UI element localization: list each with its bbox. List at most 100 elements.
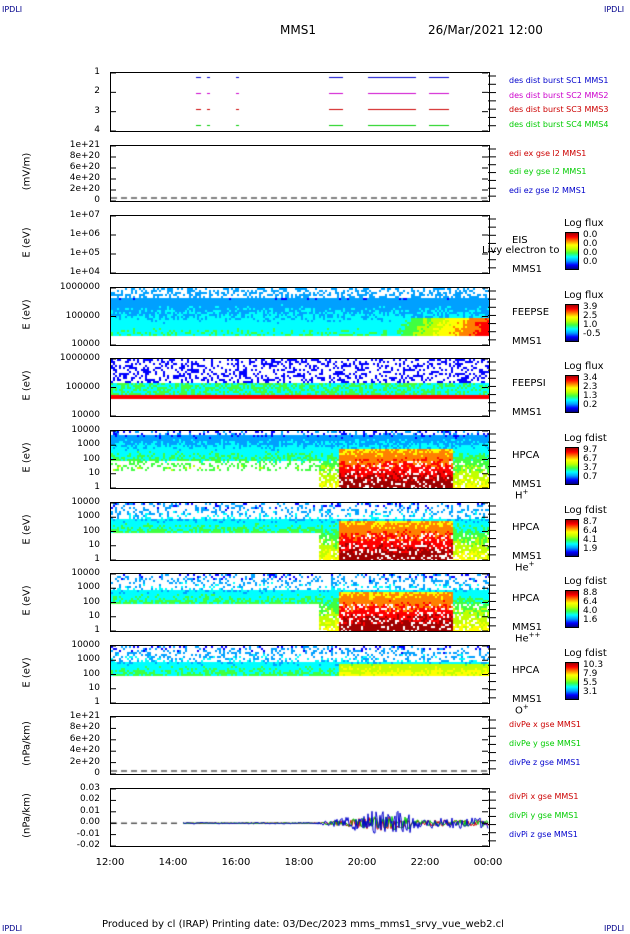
- y-tick-label: 10000: [71, 640, 100, 650]
- colorbar-tick: 3.9: [583, 302, 598, 312]
- spacecraft-label: MMS1: [512, 694, 542, 705]
- corner-label-top-right: IPDLI: [604, 5, 625, 14]
- overlay-text: Livy electron to: [482, 245, 560, 256]
- y-tick-label: -0.02: [76, 840, 100, 850]
- colorbar-tick: 6.4: [583, 597, 598, 607]
- species-label: H+: [515, 488, 528, 501]
- plot-area-hpca_o: [111, 646, 489, 703]
- y-axis-label: (nPa/km): [21, 720, 33, 766]
- colorbar-tick: 3.7: [583, 463, 598, 473]
- y-tick-label: 1: [94, 625, 100, 635]
- y-tick-label: 100: [82, 525, 100, 536]
- y-tick-label: 0.01: [79, 805, 100, 816]
- spacecraft-label: MMS1: [512, 407, 542, 418]
- y-axis-label: E (eV): [21, 584, 33, 616]
- colorbar: [565, 375, 579, 413]
- species-label: He+: [515, 560, 535, 573]
- y-tick-label: 2e+20: [69, 756, 100, 767]
- colorbar-tick: 1.3: [583, 391, 598, 401]
- y-tick-label: 1: [94, 67, 100, 77]
- panel-burst: [110, 72, 490, 132]
- colorbar-tick: 0.0: [583, 257, 598, 267]
- panel-divpi: [110, 788, 490, 847]
- y-tick-label: 2e+20: [69, 184, 100, 194]
- y-tick-label: 1000000: [59, 282, 100, 292]
- y-tick-label: 100: [82, 453, 100, 464]
- plot-area-hpca_h: [111, 431, 489, 488]
- y-tick-label: 10000: [71, 410, 100, 420]
- colorbar-title: Log fdist: [564, 505, 607, 516]
- spacecraft-label: MMS1: [512, 551, 542, 562]
- species-name: H: [515, 490, 523, 502]
- species-charge: +: [522, 488, 529, 496]
- y-tick-label: 2: [94, 86, 100, 97]
- y-tick-label: 4: [94, 125, 100, 135]
- y-tick-label: 0: [94, 195, 100, 205]
- panel-hpca_he2: [110, 573, 490, 632]
- species-charge: ++: [528, 631, 541, 639]
- colorbar-tick: 4.1: [583, 535, 598, 545]
- colorbar: [565, 447, 579, 485]
- colorbar-tick: 5.5: [583, 678, 598, 688]
- x-tick-label: 00:00: [473, 857, 503, 868]
- y-tick-label: 10: [88, 539, 100, 550]
- species-name: He: [515, 562, 529, 574]
- panel-eis: [110, 215, 490, 274]
- y-tick-label: 6e+20: [69, 733, 100, 744]
- plot-area-feepsi: [111, 359, 489, 416]
- colorbar-tick: 6.7: [583, 454, 598, 464]
- colorbar-tick: 3.4: [583, 373, 598, 383]
- y-tick-label: 1e+05: [69, 248, 100, 258]
- spacecraft-title: MMS1: [280, 23, 316, 37]
- spacecraft-label: MMS1: [512, 264, 542, 275]
- colorbar-title: Log flux: [564, 218, 604, 229]
- species-name: O: [515, 705, 523, 717]
- y-tick-label: 8e+20: [69, 722, 100, 733]
- datetime-title: 26/Mar/2021 12:00: [428, 23, 543, 37]
- y-axis-label: E (eV): [21, 226, 33, 258]
- y-tick-label: 1: [94, 482, 100, 492]
- y-tick-label: 1e+21: [69, 140, 100, 150]
- instrument-label: HPCA: [512, 593, 540, 604]
- colorbar-tick: 0.2: [583, 400, 598, 410]
- colorbar-tick: -0.5: [583, 329, 601, 339]
- x-tick-label: 14:00: [158, 857, 188, 868]
- colorbar-title: Log fdist: [564, 433, 607, 444]
- y-axis-label: (nPa/km): [21, 792, 33, 838]
- y-tick-label: 0.03: [79, 783, 100, 793]
- colorbar-tick: 0.0: [583, 239, 598, 249]
- legend-entry: divPe z gse MMS1: [509, 758, 581, 767]
- x-tick-label: 20:00: [347, 857, 377, 868]
- colorbar-title: Log flux: [564, 290, 604, 301]
- legend-entry: edi ex gse l2 MMS1: [509, 149, 587, 158]
- legend-entry: des dist burst SC3 MMS3: [509, 105, 609, 114]
- spacecraft-label: MMS1: [512, 479, 542, 490]
- instrument-label: EIS: [512, 235, 528, 246]
- y-tick-label: 1000: [77, 511, 100, 522]
- colorbar-tick: 2.3: [583, 382, 598, 392]
- y-tick-label: 3: [94, 105, 100, 116]
- panel-hpca_h: [110, 430, 490, 489]
- legend-entry: divPe y gse MMS1: [509, 739, 581, 748]
- y-tick-label: 0.02: [79, 794, 100, 805]
- panel-feepse: [110, 287, 490, 346]
- y-tick-label: 1e+06: [69, 229, 100, 239]
- panel-edi: [110, 145, 490, 202]
- spacecraft-label: MMS1: [512, 336, 542, 347]
- y-tick-label: 6e+20: [69, 162, 100, 172]
- colorbar-tick: 4.0: [583, 606, 598, 616]
- legend-entry: divPi x gse MMS1: [509, 792, 579, 801]
- y-tick-label: 100: [82, 668, 100, 679]
- y-tick-label: 8e+20: [69, 151, 100, 161]
- colorbar-tick: 0.0: [583, 230, 598, 240]
- legend-entry: des dist burst SC1 MMS1: [509, 76, 609, 85]
- y-tick-label: 4e+20: [69, 745, 100, 756]
- panel-hpca_o: [110, 645, 490, 704]
- y-axis-label: E (eV): [21, 656, 33, 688]
- plot-area-burst: [111, 73, 489, 131]
- colorbar: [565, 662, 579, 700]
- instrument-label: HPCA: [512, 522, 540, 533]
- panel-hpca_he: [110, 502, 490, 561]
- x-tick-label: 18:00: [284, 857, 314, 868]
- panel-feepsi: [110, 358, 490, 417]
